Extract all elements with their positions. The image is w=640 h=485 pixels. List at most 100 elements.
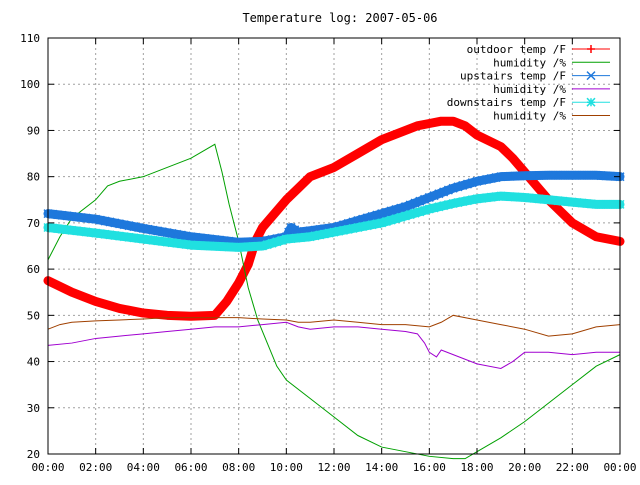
- series-1: [47, 143, 621, 460]
- data-point: [529, 193, 539, 203]
- data-point: [262, 240, 272, 250]
- data-point: [282, 195, 291, 204]
- data-point: [500, 146, 509, 155]
- data-point: [491, 192, 501, 202]
- data-point: [234, 278, 243, 287]
- x-tick-label: 18:00: [460, 461, 493, 474]
- y-tick-label: 80: [27, 171, 40, 184]
- legend-label: upstairs temp /F: [460, 70, 566, 83]
- data-point: [291, 233, 301, 243]
- data-point: [115, 304, 124, 313]
- data-point: [606, 235, 615, 244]
- data-point: [429, 191, 439, 201]
- data-point: [72, 290, 81, 299]
- legend-marker: [587, 45, 595, 53]
- data-point: [62, 225, 72, 235]
- data-point: [524, 193, 534, 203]
- data-point: [53, 281, 62, 290]
- data-point: [186, 240, 196, 250]
- series-line: [47, 321, 620, 370]
- data-point: [105, 230, 115, 240]
- data-point: [405, 210, 415, 220]
- data-point: [339, 225, 349, 235]
- legend-marker: [586, 97, 596, 107]
- data-point: [153, 236, 163, 246]
- data-point: [482, 193, 492, 203]
- data-point: [302, 176, 311, 185]
- legend-label: outdoor temp /F: [467, 43, 566, 56]
- data-point: [400, 202, 411, 212]
- data-point: [358, 222, 368, 232]
- tick-labels: 20 30 40 50 60 70 80 90 100 110 00:00 02:00 04:00 06:…: [20, 32, 636, 474]
- data-point: [239, 269, 248, 278]
- data-point: [591, 199, 601, 209]
- data-point: [53, 224, 63, 234]
- data-point: [100, 229, 110, 239]
- x-tick-label: 20:00: [508, 461, 541, 474]
- data-point: [413, 121, 422, 130]
- data-point: [434, 202, 444, 212]
- x-tick-label: 14:00: [365, 461, 398, 474]
- data-point: [267, 238, 277, 248]
- data-point: [431, 118, 440, 127]
- series-4: [43, 191, 625, 252]
- data-point: [310, 231, 320, 241]
- data-point: [391, 214, 401, 224]
- data-point: [306, 172, 315, 181]
- x-tick-label: 22:00: [556, 461, 589, 474]
- legend-marker: [586, 71, 596, 81]
- data-point: [405, 124, 414, 133]
- data-point: [458, 197, 468, 207]
- data-point: [315, 230, 325, 240]
- data-point: [443, 200, 453, 210]
- data-point: [457, 120, 466, 129]
- data-point: [324, 228, 334, 238]
- data-point: [409, 123, 418, 132]
- data-point: [496, 191, 506, 201]
- data-point: [462, 196, 472, 206]
- data-point: [601, 234, 610, 243]
- data-point: [487, 138, 496, 146]
- data-point: [119, 232, 129, 242]
- data-point: [420, 205, 430, 215]
- data-point: [362, 221, 372, 231]
- data-point: [558, 196, 568, 206]
- data-point: [196, 241, 206, 251]
- x-tick-label: 00:00: [603, 461, 636, 474]
- data-point: [148, 235, 158, 245]
- data-point: [492, 140, 501, 149]
- legend-label: humidity /%: [493, 56, 566, 69]
- data-point: [372, 219, 382, 229]
- data-point: [286, 191, 295, 200]
- data-point: [256, 228, 265, 237]
- y-tick-label: 20: [27, 448, 40, 461]
- data-point: [281, 234, 291, 244]
- y-tick-label: 50: [27, 309, 40, 322]
- data-point: [449, 117, 458, 126]
- data-point: [377, 218, 387, 228]
- data-point: [534, 194, 544, 204]
- data-point: [577, 198, 587, 208]
- data-point: [300, 232, 310, 242]
- data-point: [67, 288, 76, 297]
- data-point: [228, 288, 237, 297]
- data-point: [400, 211, 411, 221]
- data-point: [496, 142, 505, 151]
- data-point: [294, 184, 303, 193]
- data-point: [124, 232, 134, 242]
- data-point: [381, 216, 391, 227]
- data-point: [572, 198, 582, 208]
- data-point: [191, 240, 201, 250]
- data-point: [81, 227, 91, 237]
- data-point: [387, 131, 396, 140]
- data-point: [596, 233, 605, 242]
- data-point: [181, 239, 191, 250]
- data-point: [237, 274, 246, 283]
- data-point: [343, 224, 353, 234]
- data-point: [57, 224, 67, 234]
- data-point: [96, 298, 105, 307]
- data-point: [453, 118, 462, 127]
- legend-label: downstairs temp /F: [447, 96, 566, 109]
- data-point: [601, 199, 611, 209]
